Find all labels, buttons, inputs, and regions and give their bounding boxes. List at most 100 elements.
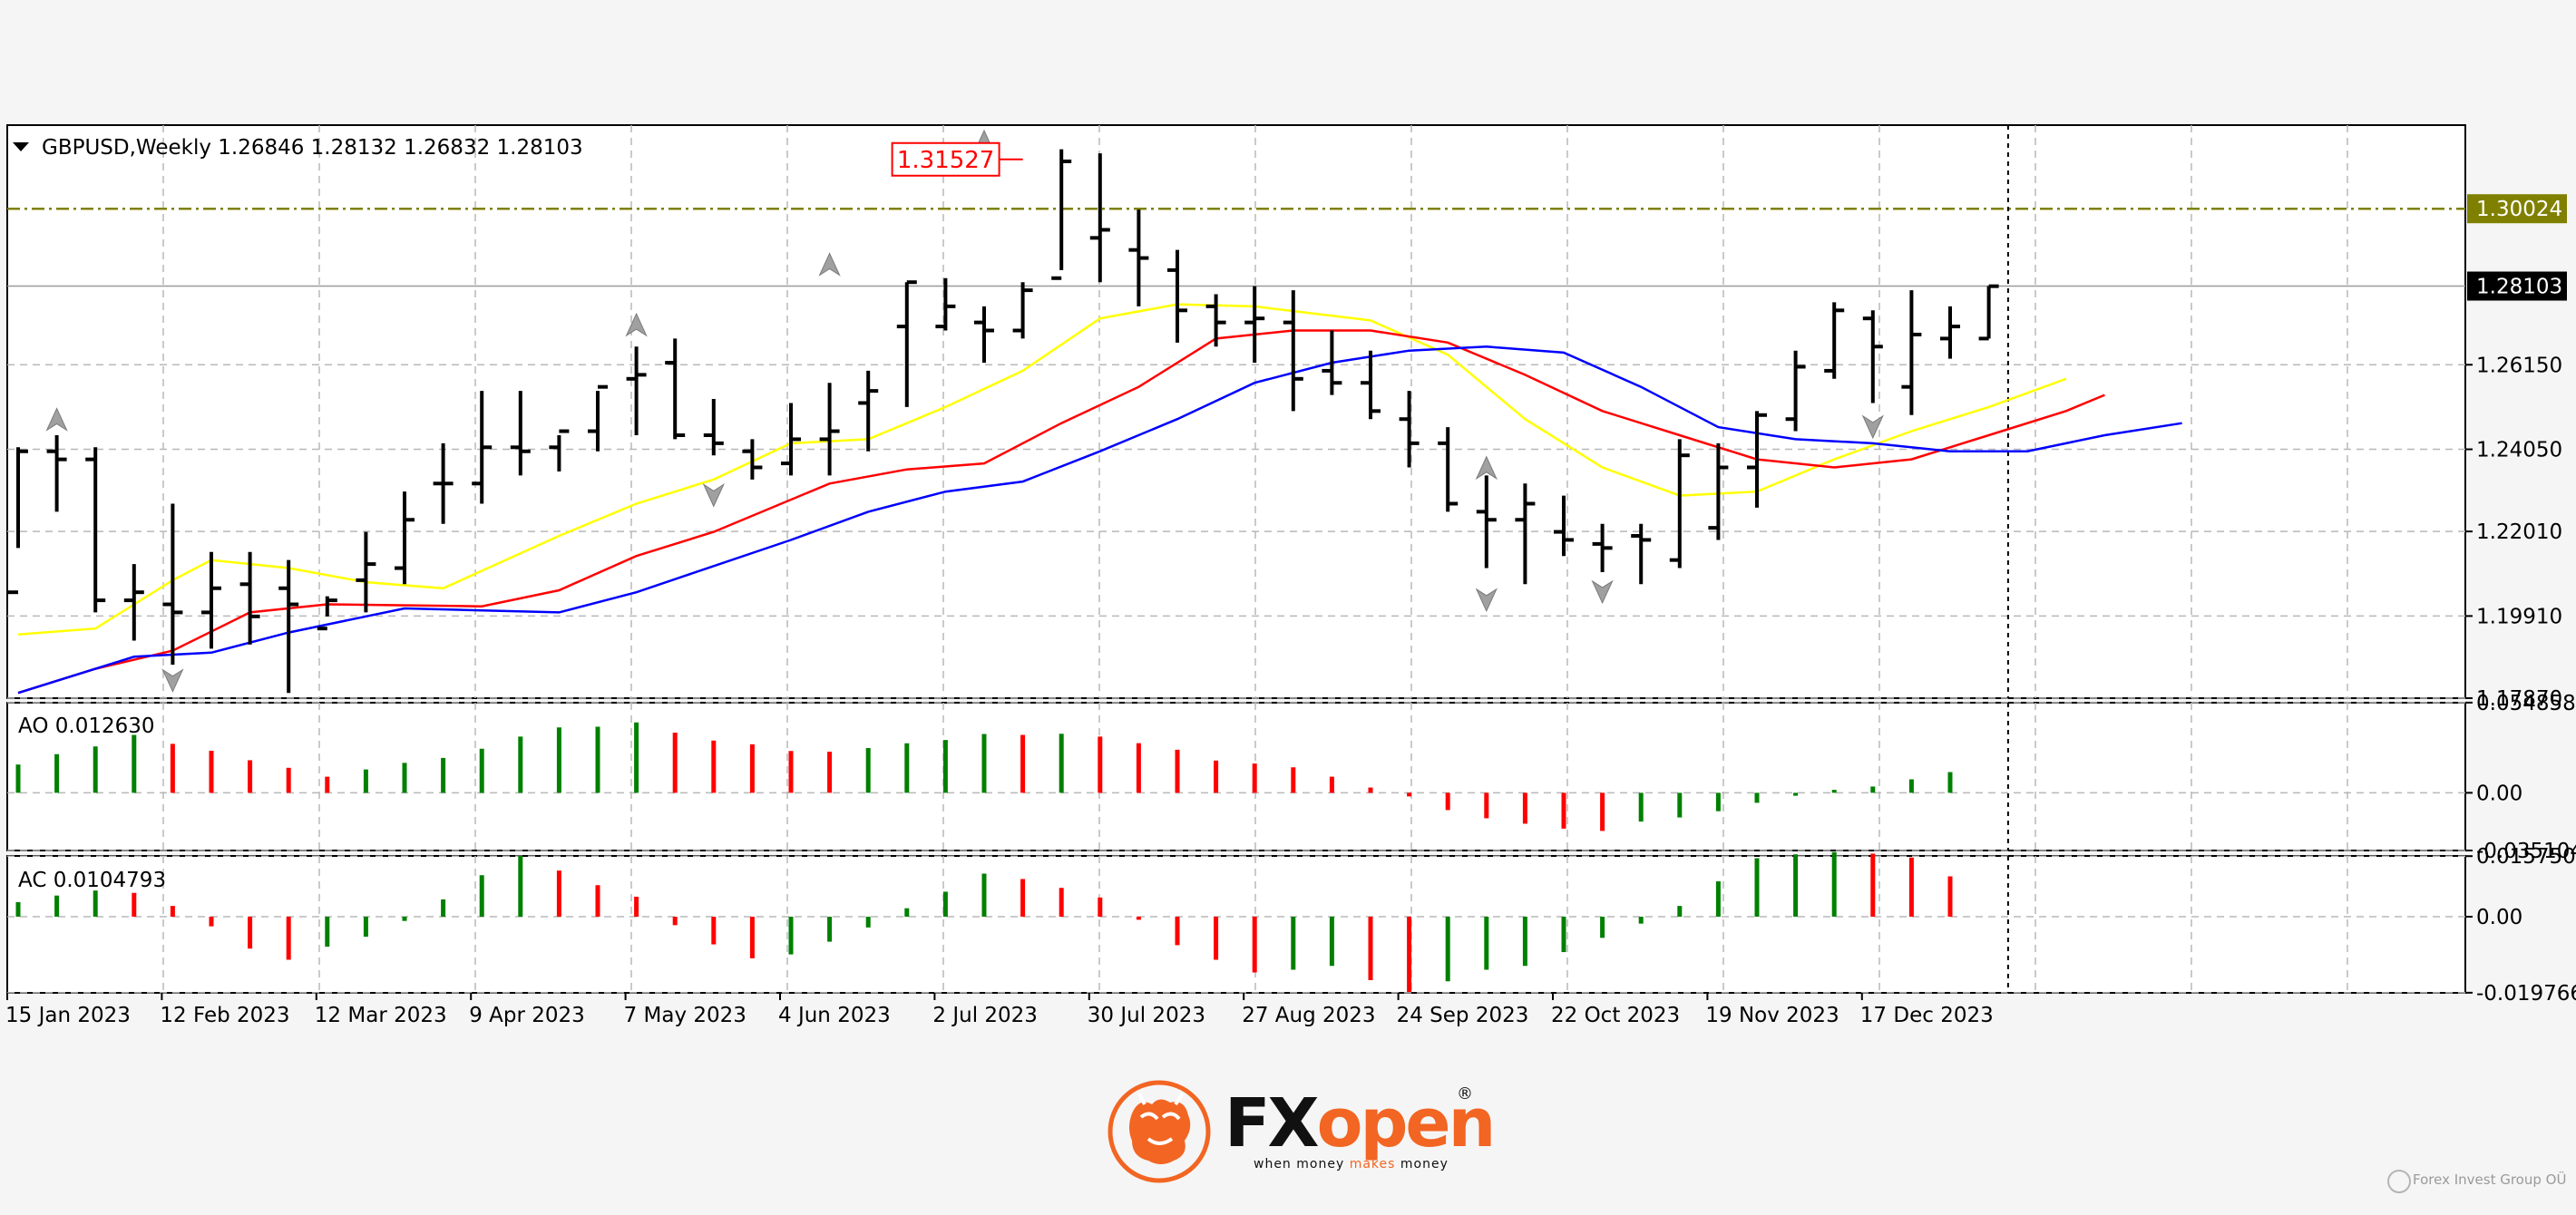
ohlc-bar[interactable] <box>1205 294 1226 347</box>
high-price-box <box>891 141 1000 177</box>
svg-text:1.28103: 1.28103 <box>2476 276 2562 299</box>
ohlc-bar[interactable] <box>703 399 724 456</box>
ohlc-bar[interactable] <box>162 503 183 666</box>
ao-pane-frame <box>6 702 2466 851</box>
ohlc-bar[interactable] <box>588 384 608 452</box>
ohlc-bar[interactable] <box>1554 495 1574 557</box>
ohlc-bar[interactable] <box>433 442 454 524</box>
ac-pane[interactable] <box>6 851 2466 994</box>
time-tick-label: 27 Aug 2023 <box>1242 1004 1375 1027</box>
fractal-up-icon <box>45 407 68 432</box>
ohlc-bar[interactable] <box>1824 302 1845 379</box>
ohlc-bar[interactable] <box>974 306 994 364</box>
high-price-label: 1.31527 <box>897 147 995 174</box>
footer-seal-icon <box>2387 1170 2411 1193</box>
collapse-triangle-icon[interactable] <box>13 142 29 151</box>
ohlc-bar[interactable] <box>549 429 570 471</box>
ohlc-bar[interactable] <box>1862 310 1883 403</box>
ac-pane-frame <box>6 855 2466 994</box>
ohlc-bar[interactable] <box>1747 411 1767 508</box>
ma-blue-line[interactable] <box>17 345 2182 695</box>
ohlc-bar[interactable] <box>1051 149 1072 280</box>
time-tick-label: 2 Jul 2023 <box>932 1004 1038 1027</box>
ao-pane[interactable] <box>6 702 2466 851</box>
ohlc-bar[interactable] <box>1940 306 1960 359</box>
fractal-down-icon <box>1591 579 1614 605</box>
ohlc-bar[interactable] <box>123 564 144 641</box>
fractal-up-icon <box>1475 455 1498 481</box>
time-tick-label: 12 Feb 2023 <box>160 1004 289 1027</box>
ohlc-bar[interactable] <box>1089 153 1110 283</box>
ohlc-bar[interactable] <box>239 551 260 645</box>
ohlc-bar[interactable] <box>1476 475 1497 569</box>
price-tick-label: 1.19910 <box>2476 605 2562 628</box>
ohlc-bar[interactable] <box>201 551 221 649</box>
ao-tick-label: 0.00 <box>2476 782 2522 805</box>
ohlc-bar[interactable] <box>1012 282 1033 339</box>
time-tick-label: 12 Mar 2023 <box>315 1004 447 1027</box>
fxopen-logo: FXopen ® when money makes money <box>1105 1077 1496 1186</box>
ohlc-bar[interactable] <box>1438 427 1459 512</box>
tagline-mid: makes <box>1349 1157 1396 1171</box>
current-price-badge: 1.28103 <box>2467 271 2567 301</box>
ohlc-bar[interactable] <box>1515 483 1536 585</box>
ohlc-bar[interactable] <box>665 338 686 440</box>
ohlc-bar[interactable] <box>85 447 106 613</box>
trading-chart[interactable]: 1.31527 1.26150 1.24050 1.22010 1.19910 1.17… <box>0 0 2576 1043</box>
ma-red-line[interactable] <box>17 329 2105 695</box>
ohlc-bar[interactable] <box>1361 350 1381 420</box>
fractal-down-icon <box>1475 588 1498 613</box>
logo-tagline: when money makes money <box>1254 1157 1449 1171</box>
time-tick-label: 15 Jan 2023 <box>5 1004 131 1027</box>
ma-yellow-line[interactable] <box>17 303 2067 637</box>
svg-text:1.30024: 1.30024 <box>2476 198 2562 221</box>
ohlc-bar[interactable] <box>896 280 917 407</box>
ac-tick-label: 0.00 <box>2476 906 2522 929</box>
price-pane[interactable]: 1.31527 <box>6 124 2466 699</box>
fractal-up-icon <box>818 252 841 277</box>
ohlc-bar[interactable] <box>1978 284 1999 341</box>
price-tick-label: 1.17870 <box>2476 687 2562 711</box>
ohlc-bar[interactable] <box>1785 350 1806 432</box>
logo-wordmark: FXopen <box>1225 1090 1496 1157</box>
ohlc-bar[interactable] <box>317 596 337 631</box>
logo-registered: ® <box>1457 1084 1473 1103</box>
ohlc-bar[interactable] <box>395 491 415 585</box>
ohlc-bar[interactable] <box>742 439 763 480</box>
time-tick-label: 22 Oct 2023 <box>1551 1004 1680 1027</box>
time-tick-label: 7 May 2023 <box>624 1004 746 1027</box>
ohlc-bar[interactable] <box>1244 286 1265 364</box>
ohlc-bar[interactable] <box>1669 439 1690 569</box>
symbol-header: GBPUSD,Weekly 1.26846 1.28132 1.26832 1.… <box>42 136 583 160</box>
ohlc-bar[interactable] <box>1901 290 1922 415</box>
ohlc-bar[interactable] <box>935 277 956 331</box>
ohlc-bar[interactable] <box>1322 330 1342 395</box>
ohlc-bar[interactable] <box>781 403 801 476</box>
ac-label: AC 0.0104793 <box>18 869 166 892</box>
ohlc-bar[interactable] <box>510 391 531 476</box>
ohlc-bar[interactable] <box>819 383 840 476</box>
ohlc-bar[interactable] <box>626 346 647 435</box>
ao-label: AO 0.012630 <box>18 714 155 738</box>
ohlc-bar[interactable] <box>356 531 376 613</box>
price-tick-label: 1.22010 <box>2476 520 2562 544</box>
ohlc-bar[interactable] <box>1708 442 1729 540</box>
time-tick-label: 17 Dec 2023 <box>1860 1004 1994 1027</box>
ac-tick-label: 0.0157503 <box>2476 845 2576 869</box>
ohlc-bar[interactable] <box>278 559 299 694</box>
ohlc-bar[interactable] <box>472 391 493 504</box>
ohlc-bar[interactable] <box>8 447 28 595</box>
ao-tick-label: -0.035104 <box>2476 840 2576 863</box>
ohlc-bar[interactable] <box>1631 523 1652 585</box>
ohlc-bar[interactable] <box>1283 290 1303 412</box>
ohlc-bar[interactable] <box>1167 249 1187 343</box>
ohlc-bar[interactable] <box>1399 391 1420 468</box>
ohlc-bar[interactable] <box>46 434 67 512</box>
time-axis: 15 Jan 2023 12 Feb 2023 12 Mar 2023 9 Apr 2… <box>5 993 1994 1027</box>
ohlc-bar[interactable] <box>858 370 879 452</box>
price-tick-label: 1.26150 <box>2476 354 2562 377</box>
ohlc-bar[interactable] <box>1592 523 1613 572</box>
footer-note: Forex Invest Group OÜ <box>2413 1171 2567 1188</box>
fractal-down-icon <box>1861 414 1884 440</box>
ohlc-bar[interactable] <box>1128 209 1149 306</box>
